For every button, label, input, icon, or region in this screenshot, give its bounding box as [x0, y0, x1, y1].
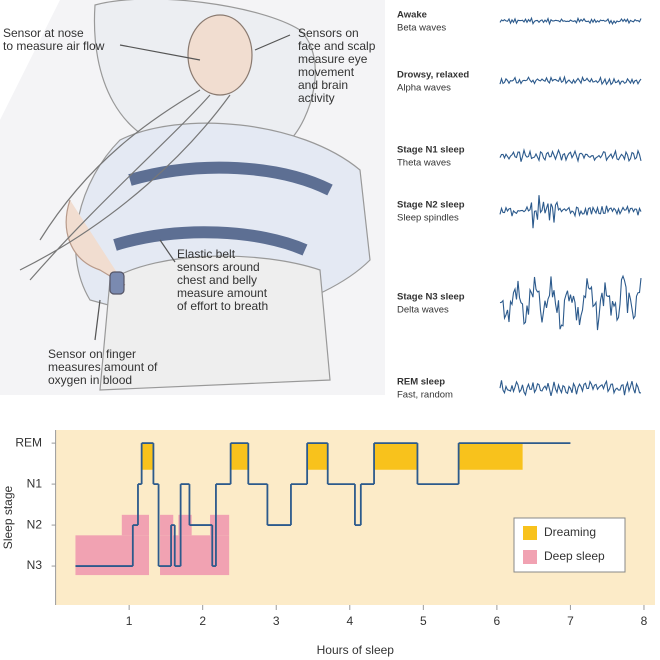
eeg-wave [499, 195, 642, 229]
hypnogram: N3 N2 N1 REM 1 2 3 4 5 6 7 8 Hours of sleep Sleep sta… [1, 430, 656, 657]
x-tick-label: 2 [199, 614, 206, 628]
callout-label: chest and belly [177, 273, 257, 287]
x-tick-label: 8 [641, 614, 648, 628]
callout-label: activity [298, 91, 335, 105]
x-tick-label: 3 [273, 614, 280, 628]
x-axis-label: Hours of sleep [317, 643, 395, 657]
eeg-wave [499, 16, 642, 26]
stage-name: Stage N3 sleep [397, 292, 465, 303]
eeg-wave [499, 274, 642, 331]
x-tick-label: 6 [494, 614, 501, 628]
illustration [0, 0, 385, 395]
stage-name: Drowsy, relaxed [397, 70, 469, 81]
stage-name: REM sleep [397, 377, 445, 388]
wave-name: Delta waves [397, 305, 449, 316]
stage-name: Awake [397, 10, 427, 21]
wave-name: Sleep spindles [397, 213, 459, 224]
wave-name: Fast, random [397, 390, 453, 401]
wave-name: Alpha waves [397, 83, 451, 94]
y-tick-label: N3 [27, 558, 43, 572]
callout-label: and brain [298, 78, 348, 92]
x-tick-label: 4 [346, 614, 353, 628]
region [458, 443, 523, 470]
region [75, 535, 150, 576]
x-tick-label: 7 [567, 614, 574, 628]
callout-label: measure eye [298, 52, 368, 66]
stage-name: Stage N2 sleep [397, 200, 465, 211]
callout-label: to measure air flow [3, 39, 105, 53]
stage-name: Stage N1 sleep [397, 145, 465, 156]
legend-label: Deep sleep [544, 549, 605, 563]
region [230, 443, 249, 470]
x-tick-label: 5 [420, 614, 427, 628]
callout-label: Sensor at nose [3, 26, 84, 40]
y-axis-label: Sleep stage [1, 485, 15, 549]
region [141, 443, 154, 470]
y-tick-label: N2 [27, 517, 43, 531]
eeg-wave [499, 75, 642, 86]
legend-swatch [523, 550, 537, 564]
callout-label: Sensors on [298, 26, 359, 40]
wave-name: Beta waves [397, 23, 446, 34]
legend-label: Dreaming [544, 525, 596, 539]
callout-label: movement [298, 65, 355, 79]
region [210, 514, 230, 536]
region [160, 514, 174, 536]
callout-label: Elastic belt [177, 247, 236, 261]
y-tick-label: REM [15, 435, 42, 449]
wave-name: Theta waves [397, 158, 451, 169]
callout-label: face and scalp [298, 39, 376, 53]
callout-label: measures amount of [48, 360, 158, 374]
callout-label: of effort to breath [177, 299, 268, 313]
region [178, 514, 192, 536]
callout-label: oxygen in blood [48, 373, 132, 387]
callout-label: Sensor on finger [48, 347, 136, 361]
wave-list: Awake Beta waves Drowsy, relaxed Alpha wave… [397, 10, 642, 401]
eeg-wave [499, 379, 642, 397]
legend-swatch [523, 526, 537, 540]
x-tick-label: 1 [126, 614, 133, 628]
eeg-wave [499, 148, 642, 164]
callout-label: sensors around [177, 260, 260, 274]
callout-label: measure amount [177, 286, 268, 300]
y-tick-label: N1 [27, 476, 43, 490]
region [374, 443, 418, 470]
region [307, 443, 328, 470]
